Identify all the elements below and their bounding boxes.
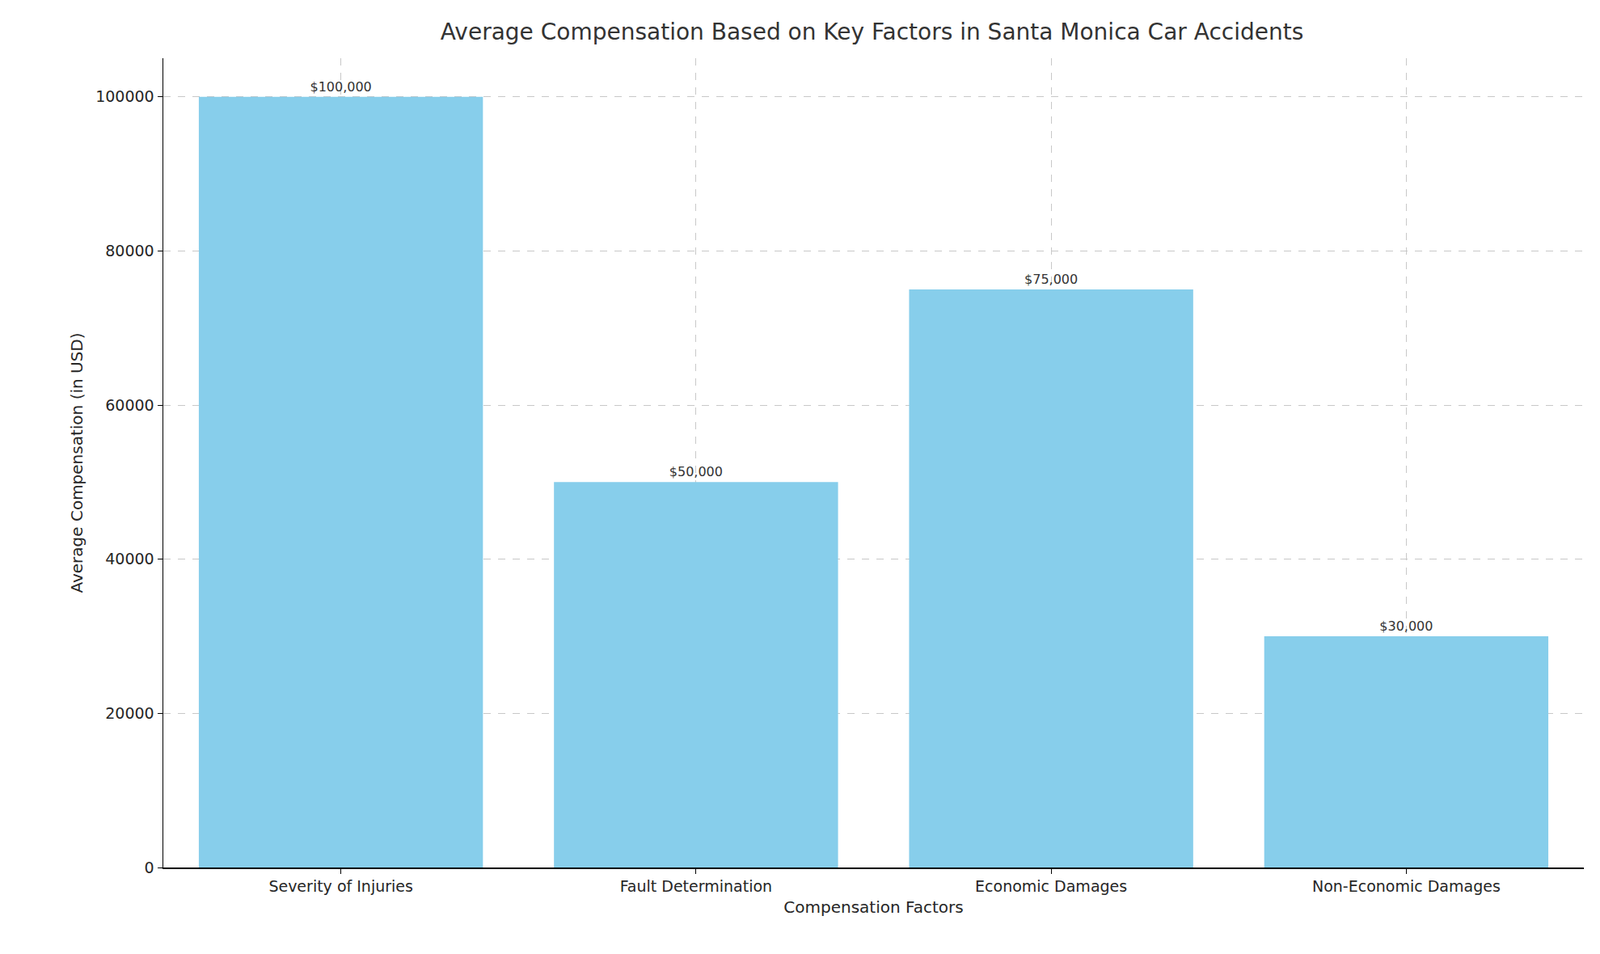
svg-text:80000: 80000	[105, 241, 154, 260]
svg-text:$30,000: $30,000	[1379, 618, 1433, 634]
svg-text:Severity of Injuries: Severity of Injuries	[268, 877, 414, 895]
svg-text:Fault Determination: Fault Determination	[620, 877, 773, 895]
svg-text:20000: 20000	[105, 704, 154, 722]
svg-text:100000: 100000	[95, 87, 155, 106]
svg-text:$50,000: $50,000	[669, 464, 723, 480]
svg-text:Non-Economic Damages: Non-Economic Damages	[1312, 877, 1501, 895]
svg-text:$100,000: $100,000	[309, 79, 372, 95]
svg-text:0: 0	[144, 858, 155, 877]
svg-text:60000: 60000	[105, 396, 154, 414]
svg-text:40000: 40000	[105, 549, 154, 568]
svg-text:Compensation Factors: Compensation Factors	[783, 897, 963, 917]
svg-text:Economic Damages: Economic Damages	[975, 877, 1128, 895]
svg-text:$75,000: $75,000	[1024, 271, 1078, 288]
svg-text:Average Compensation Based on: Average Compensation Based on Key Factor…	[440, 18, 1304, 46]
svg-text:Average Compensation (in USD): Average Compensation (in USD)	[67, 332, 87, 593]
